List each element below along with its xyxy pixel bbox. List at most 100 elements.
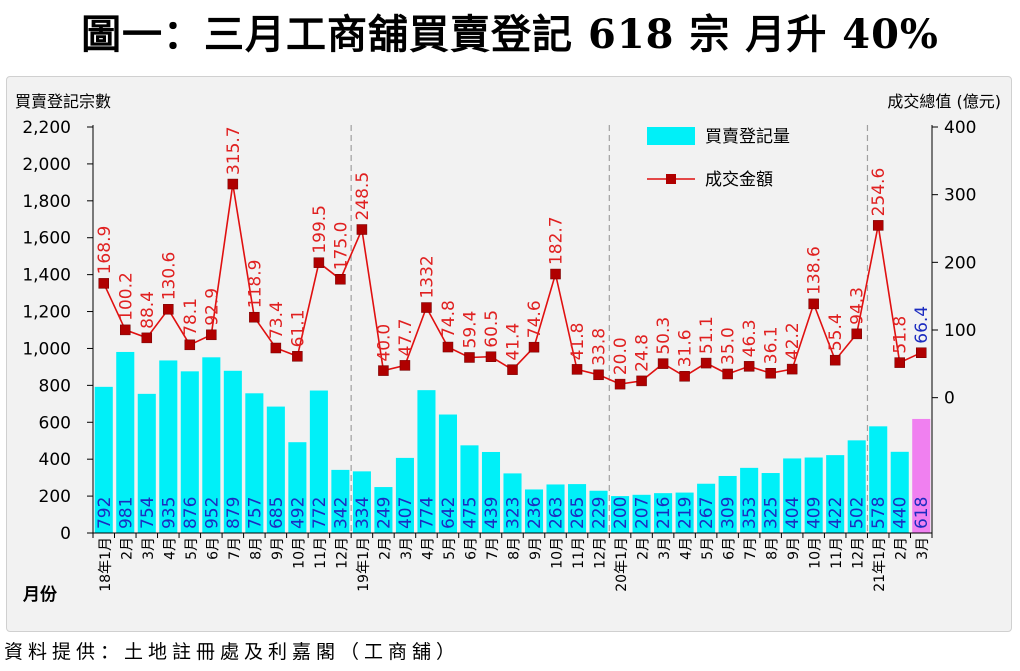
x-tick-label: 8月 xyxy=(248,537,264,560)
bar xyxy=(438,414,457,533)
bar xyxy=(524,489,544,533)
x-tick-label: 6月 xyxy=(205,537,221,560)
line-marker xyxy=(851,328,862,340)
bar xyxy=(481,451,501,533)
bar xyxy=(847,440,866,533)
x-tick-label: 8月 xyxy=(507,537,523,560)
bar xyxy=(331,469,350,533)
x-tick-label: 6月 xyxy=(463,537,479,560)
bar-value-label: 409 xyxy=(805,497,825,529)
x-tick-label: 10月 xyxy=(808,537,824,569)
bar-value-label: 200 xyxy=(611,497,631,529)
bar-value-label: 407 xyxy=(396,497,416,529)
line-marker xyxy=(120,324,131,336)
line-marker xyxy=(184,339,196,351)
line-value-label: 42.2 xyxy=(783,322,803,360)
source-note: 資料提供：土地註冊處及利嘉閣（工商舖） xyxy=(4,641,461,663)
bar xyxy=(266,406,285,533)
bar xyxy=(94,386,113,533)
line-value-label: 78.1 xyxy=(181,298,201,336)
y-right-tick-label: 400 xyxy=(944,118,976,138)
line-marker xyxy=(249,311,260,323)
line-value-label: 33.8 xyxy=(590,328,610,366)
x-tick-label: 10月 xyxy=(550,537,566,569)
line-value-label: 248.5 xyxy=(353,172,373,221)
bar-value-label: 325 xyxy=(762,497,782,529)
line-marker xyxy=(442,341,454,353)
bar-value-label: 879 xyxy=(224,497,244,529)
bar xyxy=(783,458,802,533)
line-value-label: 88.4 xyxy=(138,291,158,329)
y-right-tick-label: 300 xyxy=(944,186,976,206)
bar-value-label: 757 xyxy=(245,497,265,529)
x-tick-label: 11月 xyxy=(313,537,329,569)
bar xyxy=(116,351,135,533)
y-left-tick-label: 1,800 xyxy=(22,192,71,212)
bar xyxy=(245,393,264,533)
line-value-label: 73.4 xyxy=(267,301,287,339)
x-tick-label: 5月 xyxy=(700,537,716,560)
x-tick-label: 2月 xyxy=(119,537,135,560)
line-marker xyxy=(270,342,282,354)
bar-value-label: 754 xyxy=(138,497,158,529)
line-marker xyxy=(163,304,174,315)
x-tick-label: 9月 xyxy=(528,537,544,560)
x-tick-label: 9月 xyxy=(270,537,286,560)
y-left-tick-label: 2,200 xyxy=(22,118,71,138)
line-value-label: 199.5 xyxy=(310,205,330,254)
line-value-label: 254.6 xyxy=(869,168,889,217)
x-tick-label: 3月 xyxy=(915,537,931,560)
bar-value-label: 265 xyxy=(568,497,588,529)
bar xyxy=(654,493,673,533)
line-marker xyxy=(356,224,368,235)
x-tick-label: 20年1月 xyxy=(614,537,630,592)
bar xyxy=(460,445,479,533)
bar xyxy=(804,457,823,533)
bar xyxy=(374,487,393,533)
x-tick-label: 12月 xyxy=(851,537,867,569)
bar xyxy=(869,426,888,533)
bar-value-label: 229 xyxy=(590,497,610,529)
line-value-label: 55.4 xyxy=(826,313,846,351)
line-marker xyxy=(636,375,647,387)
x-tick-label: 12月 xyxy=(334,537,350,569)
x-tick-label: 3月 xyxy=(657,537,673,560)
line-marker xyxy=(872,220,884,231)
x-tick-label: 2月 xyxy=(636,537,652,560)
line-marker xyxy=(743,361,755,372)
line-value-label: 35.0 xyxy=(719,327,739,365)
x-tick-label: 5月 xyxy=(442,537,458,560)
line-value-label: 130.6 xyxy=(159,252,179,301)
line-value-label: 168.9 xyxy=(95,226,115,275)
line-value-label: 51.1 xyxy=(697,316,717,354)
line-marker xyxy=(722,368,733,380)
bar xyxy=(180,371,199,533)
bar-value-label: 323 xyxy=(504,497,524,529)
y-right-tick-label: 0 xyxy=(944,389,955,409)
line-marker xyxy=(292,351,303,362)
legend-bar-label: 買賣登記量 xyxy=(705,127,790,147)
bar xyxy=(202,357,221,533)
line-value-label: 51.8 xyxy=(891,316,911,354)
x-tick-label: 3月 xyxy=(399,537,415,560)
bar xyxy=(718,475,737,533)
bar-value-label: 578 xyxy=(869,497,889,529)
bar-value-label: 236 xyxy=(525,497,545,529)
y-right-tick-label: 100 xyxy=(944,321,976,341)
line-marker xyxy=(98,278,110,289)
line-value-label: 100.2 xyxy=(116,272,136,321)
bar xyxy=(611,496,630,533)
line-value-label: 59.4 xyxy=(460,311,480,349)
x-tick-label: 8月 xyxy=(765,537,781,560)
x-tick-label: 2月 xyxy=(377,537,393,560)
line-value-label: 31.6 xyxy=(676,329,696,367)
bar-value-label: 935 xyxy=(159,497,179,529)
line-value-label: 74.8 xyxy=(439,300,459,338)
bar-value-label: 334 xyxy=(353,497,373,529)
x-tick-label: 4月 xyxy=(420,537,436,560)
line-marker xyxy=(829,354,841,366)
bar-value-label: 876 xyxy=(181,497,201,529)
line-value-label: 94.3 xyxy=(848,287,868,325)
bar-value-label: 342 xyxy=(331,497,351,529)
